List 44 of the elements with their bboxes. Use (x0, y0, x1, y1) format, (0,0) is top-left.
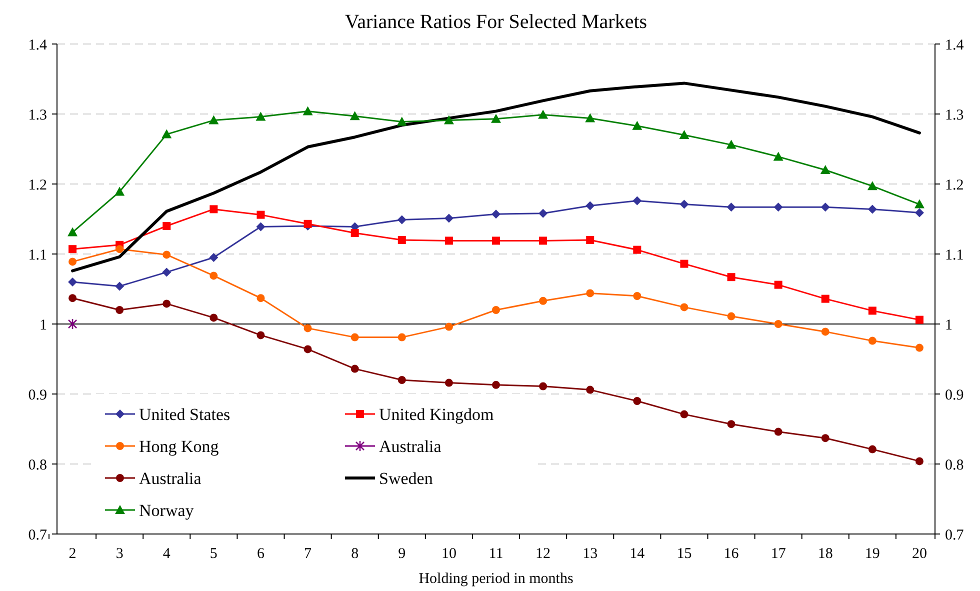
y2-tick-label: 1.2 (945, 177, 964, 194)
y-tick-label: 0.7 (28, 527, 48, 544)
x-tick-label: 19 (864, 546, 880, 562)
x-tick-label: 2 (68, 546, 76, 562)
y-tick-label: 1.3 (28, 107, 47, 124)
x-tick-label: 3 (116, 546, 124, 562)
y2-tick-label: 1.4 (945, 37, 964, 54)
x-tick-label: 4 (162, 546, 171, 562)
y2-tick-label: 0.9 (945, 387, 964, 404)
chart-title: Variance Ratios For Selected Markets (344, 11, 648, 33)
y-tick-label: 1 (40, 317, 47, 334)
x-tick-label: 15 (676, 546, 692, 562)
x-tick-label: 8 (351, 546, 359, 562)
x-tick-label: 5 (210, 546, 218, 562)
x-tick-label: 11 (488, 546, 504, 562)
x-tick-label: 16 (724, 546, 740, 562)
legend-label: United Kingdom (379, 404, 494, 424)
x-tick-label: 14 (630, 546, 646, 562)
x-tick-label: 9 (398, 546, 406, 562)
legend-label: United States (139, 404, 230, 424)
y-tick-label: 1.4 (28, 37, 48, 54)
x-tick-label: 18 (818, 546, 833, 562)
legend-label: Australia (139, 468, 202, 488)
legend-label: Norway (139, 500, 194, 520)
y2-tick-label: 0.8 (945, 457, 964, 474)
legend-label: Hong Kong (139, 436, 220, 456)
x-tick-label: 17 (770, 546, 786, 562)
y-tick-label: 0.9 (28, 387, 47, 404)
y2-tick-label: 1.1 (945, 247, 964, 264)
x-axis-title: Holding period in months (418, 571, 574, 587)
x-tick-label: 7 (304, 546, 312, 562)
y-tick-label: 1.2 (28, 177, 47, 194)
x-tick-label: 6 (256, 546, 265, 562)
y2-tick-label: 1.3 (945, 107, 964, 124)
y2-tick-label: 0.7 (945, 527, 964, 544)
y-tick-label: 0.8 (28, 457, 47, 474)
y-tick-label: 1.1 (28, 247, 47, 264)
x-tick-label: 10 (441, 546, 456, 562)
x-tick-label: 12 (536, 546, 551, 562)
x-tick-label: 20 (912, 546, 927, 562)
x-tick-label: 13 (582, 546, 598, 562)
legend-label: Australia (379, 436, 442, 456)
y2-tick-label: 1 (945, 317, 952, 334)
legend-label: Sweden (379, 468, 434, 488)
